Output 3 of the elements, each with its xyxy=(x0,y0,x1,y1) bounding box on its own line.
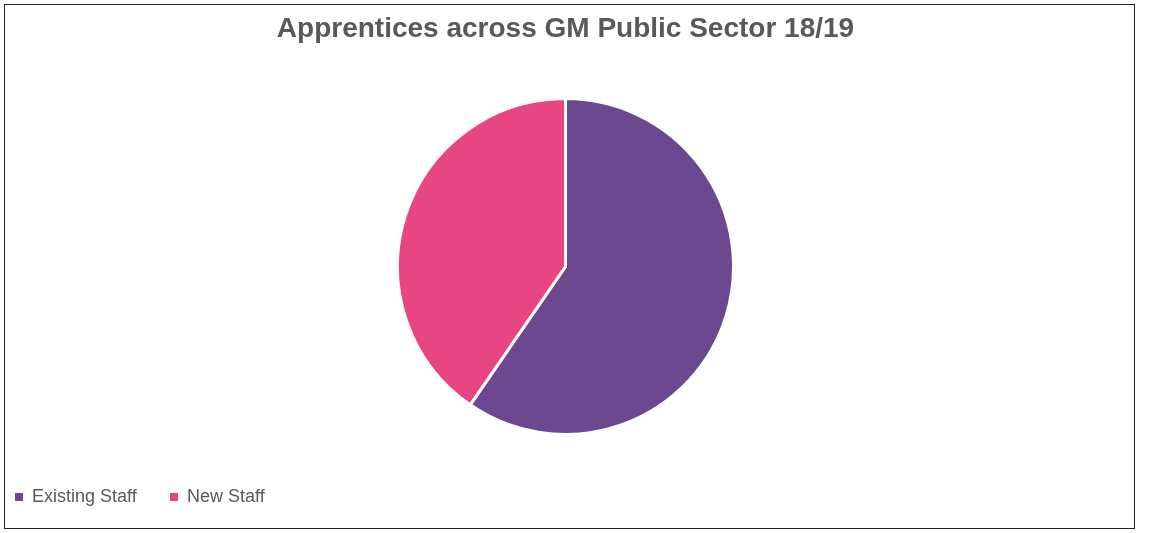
chart-title: Apprentices across GM Public Sector 18/19 xyxy=(276,12,855,43)
legend-label: New Staff xyxy=(187,486,266,506)
legend-label: Existing Staff xyxy=(32,486,138,506)
